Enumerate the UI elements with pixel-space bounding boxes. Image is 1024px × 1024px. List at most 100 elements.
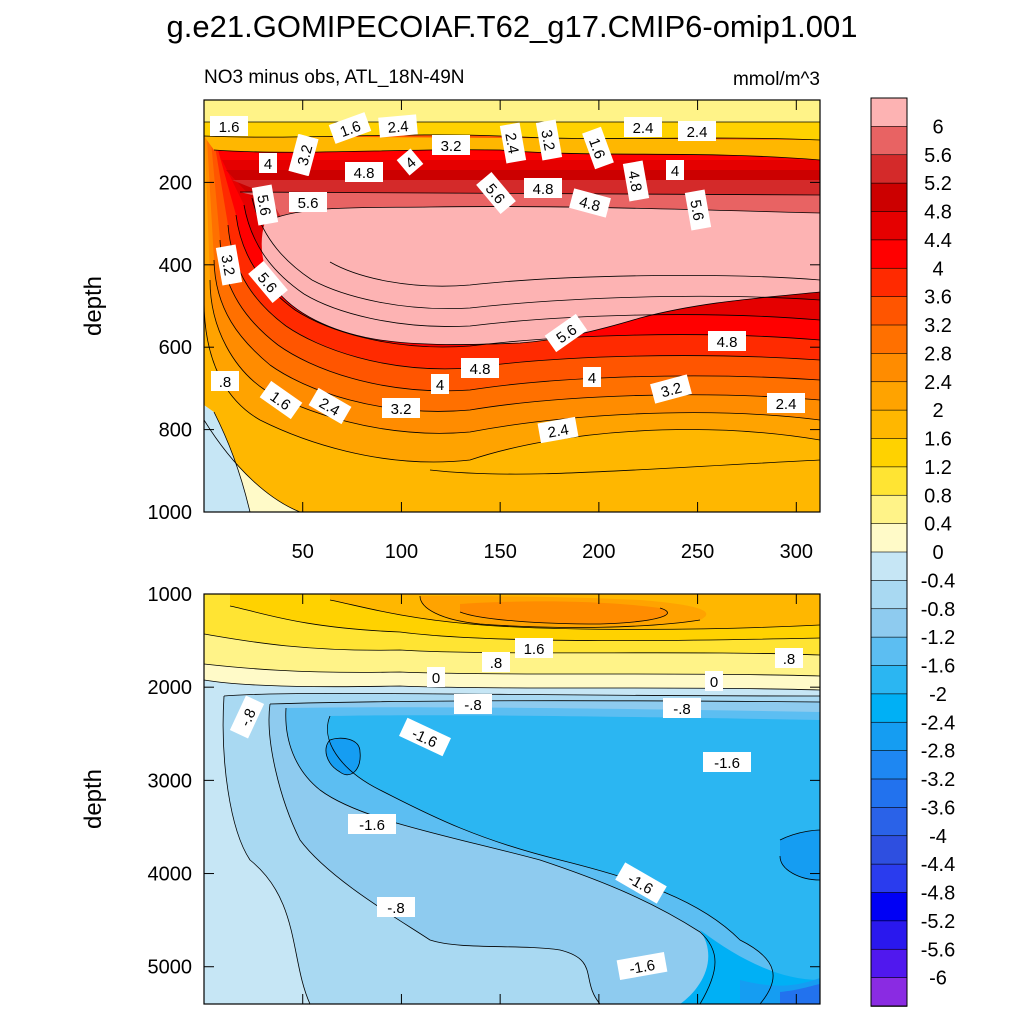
upper-contour-fill: [204, 100, 820, 512]
ytick-label: 2000: [148, 677, 193, 699]
colorbar-swatch: [870, 977, 908, 1007]
colorbar-swatch: [870, 892, 908, 922]
figure-title: g.e21.GOMIPECOIAF.T62_g17.CMIP6-omip1.00…: [167, 9, 858, 44]
colorbar-swatch: [870, 182, 908, 213]
contour-label: -.8: [377, 897, 415, 917]
contour-label: .8: [775, 648, 803, 668]
ytick-label: 600: [159, 337, 192, 359]
colorbar-label: 5.6: [924, 145, 952, 167]
colorbar-swatch: [870, 353, 908, 383]
contour-label: 0: [427, 667, 445, 687]
upper-panel: 200 400 600 800 1000 50 100 150 200 250 300 1.6 2.4…: [80, 99, 821, 563]
colorbar-swatch: [870, 750, 908, 780]
colorbar-label: 1.6: [924, 429, 952, 451]
colorbar-label: 1.2: [924, 457, 952, 479]
colorbar-label: -6: [929, 968, 947, 990]
contour-label-text: .8: [783, 651, 796, 668]
colorbar-swatch: [870, 551, 908, 582]
contour-label-text: 3.2: [391, 401, 412, 418]
colorbar-swatch: [870, 381, 908, 411]
contour-label: -.8: [454, 694, 492, 714]
ytick-label: 3000: [148, 770, 193, 792]
colorbar-label: -2: [929, 684, 947, 706]
contour-label-text: -.8: [673, 701, 691, 718]
colorbar-label: -1.6: [921, 656, 955, 678]
contour-label: 2.4: [678, 121, 716, 141]
colorbar-label: 5.2: [924, 173, 952, 195]
contour-label-text: 2.4: [687, 124, 708, 141]
lower-axis-ticks: 1000 2000 3000 4000 5000: [148, 584, 820, 1004]
colorbar-label: 2.8: [924, 343, 952, 365]
contour-label-text: .8: [490, 655, 503, 672]
colorbar-swatch: [870, 835, 908, 865]
contour-label: 4: [666, 160, 684, 180]
colorbar-swatch: [870, 239, 908, 270]
contour-label: 4: [583, 367, 601, 387]
contour-label: 3.2: [215, 244, 243, 286]
colorbar-label: 2: [932, 400, 943, 422]
contour-label: 0: [705, 671, 723, 691]
contour-label: 1.6: [328, 112, 372, 144]
colorbar-swatch: [870, 126, 908, 156]
contour-label: .8: [211, 371, 239, 391]
contour-label-text: 4.8: [577, 194, 602, 216]
contour-label-text: -1.6: [714, 755, 740, 772]
ytick-label: 800: [159, 420, 192, 442]
contour-label: 3.2: [650, 374, 692, 404]
colorbar-label: -4.4: [921, 854, 955, 876]
contour-label: 5.6: [684, 189, 712, 231]
colorbar-swatch: [870, 920, 908, 951]
colorbar-swatch: [870, 665, 908, 695]
panel-subtitle: NO3 minus obs, ATL_18N-49N: [204, 67, 465, 88]
contour-label-text: 1.6: [338, 118, 363, 141]
units-label: mmol/m^3: [733, 69, 820, 90]
contour-label: 5.6: [251, 184, 279, 226]
ytick-label: 400: [159, 255, 192, 277]
colorbar-swatch: [870, 807, 908, 837]
contour-label-text: 4: [671, 163, 679, 180]
contour-label: 4.8: [569, 188, 611, 218]
colorbar-swatch: [870, 324, 908, 355]
contour-label-text: 4: [588, 370, 596, 387]
colorbar-swatch: [870, 693, 908, 724]
colorbar-swatch: [870, 466, 908, 497]
contour-label-text: -1.6: [628, 957, 656, 978]
colorbar-frame: [870, 97, 908, 1007]
contour-label-text: 3.2: [217, 254, 237, 277]
colorbar-label: 2.4: [924, 372, 952, 394]
colorbar: 6 5.6 5.2 4.8 4.4 4 3.6 3.2 2.8 2.4 2 1.6 1.2 0.8 0.4 0…: [870, 97, 955, 1007]
lower-contour-fill: [204, 594, 820, 1004]
colorbar-swatch: [870, 580, 908, 610]
contour-label: 1.6: [515, 638, 553, 658]
ytick-label: 5000: [148, 957, 193, 979]
upper-axis-ticks: 200 400 600 800 1000 50 100 150 200 250 300: [148, 100, 820, 563]
contour-label-text: 1.6: [524, 641, 545, 658]
colorbar-swatch: [870, 267, 908, 298]
ytick-label: 4000: [148, 864, 193, 886]
contour-label: 5.6: [289, 192, 327, 212]
contour-label-text: 5.6: [298, 195, 319, 212]
colorbar-swatch: [870, 721, 908, 752]
upper-plot-frame: [203, 99, 821, 513]
contour-label: 4.8: [345, 162, 383, 182]
contour-label-text: -.8: [237, 706, 260, 729]
ytick-label: 1000: [148, 502, 193, 524]
contour-label-text: 4.8: [624, 170, 644, 193]
colorbar-label: -3.6: [921, 797, 955, 819]
lower-contour-labels: 1.6.8.80 0-.8-.8 -.8-1.6-1.6-1.6-1.6-.8-1.…: [229, 638, 803, 981]
colorbar-label: -1.2: [921, 627, 955, 649]
contour-label-text: 0: [432, 670, 440, 687]
colorbar-swatch: [870, 97, 908, 128]
xtick-label: 100: [385, 541, 418, 563]
contour-label: 3.2: [289, 134, 319, 176]
colorbar-label: 4.4: [924, 230, 952, 252]
xtick-label: 50: [292, 541, 314, 563]
contour-label: -1.6: [703, 752, 751, 772]
colorbar-label: -3.2: [921, 769, 955, 791]
contour-label-text: 5.6: [253, 194, 273, 217]
contour-label-text: 1.6: [219, 119, 240, 136]
contour-label-text: 5.6: [686, 199, 706, 222]
colorbar-label: -4.8: [921, 883, 955, 905]
xtick-label: 200: [582, 541, 615, 563]
colorbar-label: 6: [932, 116, 943, 138]
